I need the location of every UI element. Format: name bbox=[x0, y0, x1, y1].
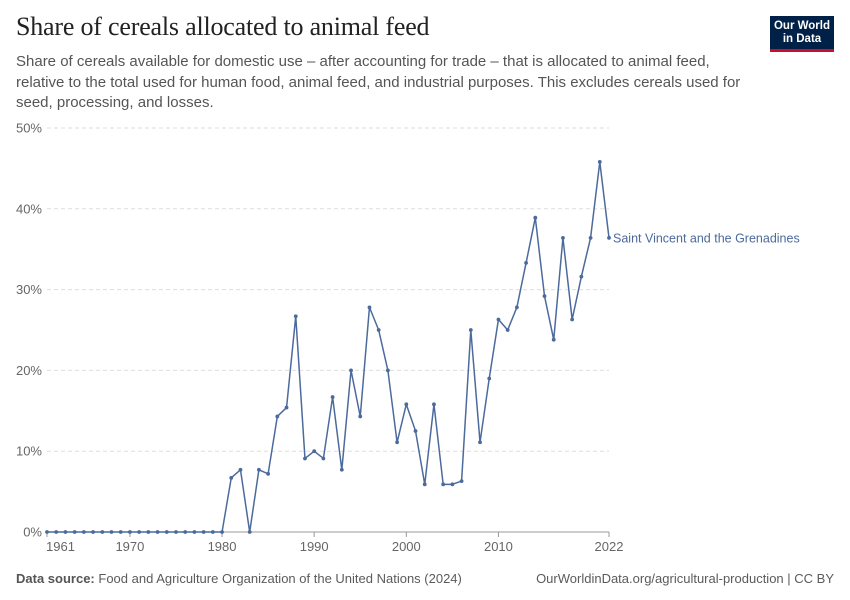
data-point bbox=[174, 530, 178, 534]
x-tick-label: 1961 bbox=[46, 539, 75, 554]
data-point bbox=[588, 235, 593, 240]
data-point bbox=[561, 235, 565, 240]
series-layer bbox=[45, 160, 611, 534]
data-point bbox=[367, 305, 372, 310]
data-point bbox=[257, 467, 261, 472]
data-point bbox=[478, 440, 482, 445]
data-point bbox=[118, 530, 123, 534]
data-point bbox=[459, 479, 464, 483]
data-point bbox=[303, 456, 307, 461]
data-point bbox=[597, 160, 602, 164]
y-tick-label: 0% bbox=[23, 525, 42, 540]
data-point bbox=[432, 402, 436, 407]
data-point bbox=[183, 530, 188, 534]
x-tick-label: 1980 bbox=[208, 539, 237, 554]
logo-line-2: in Data bbox=[782, 33, 822, 45]
grid-lines: 0% 10% 20% 30% 40% 50% bbox=[16, 121, 609, 540]
data-point bbox=[192, 530, 197, 534]
data-point bbox=[607, 235, 611, 240]
data-point bbox=[395, 440, 399, 445]
data-point bbox=[247, 530, 252, 534]
data-point bbox=[210, 530, 215, 534]
data-source: Data source: Food and Agriculture Organi… bbox=[16, 571, 462, 586]
data-point bbox=[164, 530, 169, 534]
data-point bbox=[524, 261, 528, 265]
data-point bbox=[266, 471, 271, 476]
y-tick-label: 30% bbox=[16, 282, 42, 297]
data-point bbox=[137, 530, 142, 534]
data-point bbox=[128, 530, 132, 534]
data-point bbox=[220, 530, 224, 534]
data-point bbox=[533, 215, 538, 220]
data-point bbox=[468, 328, 473, 332]
data-point bbox=[100, 530, 105, 534]
data-point bbox=[542, 294, 547, 298]
data-point bbox=[81, 530, 86, 534]
data-point bbox=[275, 414, 280, 419]
data-point bbox=[570, 317, 575, 322]
data-point bbox=[358, 414, 363, 419]
data-point bbox=[330, 395, 335, 399]
x-tick-label: 2022 bbox=[595, 539, 624, 554]
y-tick-label: 50% bbox=[16, 121, 42, 136]
data-point bbox=[376, 328, 381, 332]
data-point bbox=[413, 429, 418, 433]
data-point bbox=[45, 530, 49, 534]
x-tick-label: 2000 bbox=[392, 539, 421, 554]
data-point bbox=[109, 530, 114, 534]
data-point bbox=[63, 530, 68, 534]
data-source-label: Data source: bbox=[16, 571, 95, 586]
data-point bbox=[146, 530, 151, 534]
data-point bbox=[284, 405, 289, 410]
chart-title: Share of cereals allocated to animal fee… bbox=[16, 12, 430, 41]
data-point bbox=[505, 328, 510, 332]
data-point bbox=[349, 368, 353, 373]
data-source-text: Food and Agriculture Organization of the… bbox=[98, 571, 462, 586]
data-point bbox=[496, 317, 501, 322]
x-tick-label: 1970 bbox=[115, 539, 144, 554]
x-tick-label: 1990 bbox=[300, 539, 329, 554]
data-point bbox=[514, 305, 519, 310]
logo-line-1: Our World bbox=[773, 20, 830, 32]
y-tick-label: 40% bbox=[16, 201, 42, 216]
data-point bbox=[54, 530, 59, 534]
data-point bbox=[201, 530, 206, 534]
data-point bbox=[579, 274, 584, 279]
y-tick-label: 10% bbox=[16, 444, 42, 459]
y-tick-label: 20% bbox=[16, 363, 42, 378]
series-line bbox=[47, 161, 610, 533]
data-point bbox=[238, 467, 243, 472]
data-point bbox=[441, 482, 446, 487]
data-point bbox=[422, 482, 427, 487]
series-label: Saint Vincent and the Grenadines bbox=[613, 231, 800, 245]
data-point bbox=[339, 467, 344, 472]
data-point bbox=[404, 402, 409, 407]
chart-subtitle: Share of cereals available for domestic … bbox=[16, 53, 741, 111]
data-point bbox=[91, 530, 95, 534]
x-axis: 1961 1970 1980 1990 2000 2010 2022 bbox=[46, 531, 624, 554]
x-tick-label: 2010 bbox=[484, 539, 513, 554]
data-point bbox=[72, 530, 77, 534]
data-point bbox=[551, 337, 556, 342]
data-point bbox=[229, 475, 234, 480]
data-point bbox=[312, 449, 317, 454]
data-point bbox=[293, 314, 298, 319]
data-point bbox=[385, 368, 390, 373]
owid-logo[interactable]: Our World in Data bbox=[770, 16, 834, 52]
label-layer: Saint Vincent and the Grenadines bbox=[613, 231, 800, 245]
source-url-link[interactable]: OurWorldinData.org/agricultural-producti… bbox=[536, 571, 834, 586]
data-point bbox=[487, 376, 492, 381]
data-point bbox=[321, 456, 326, 461]
data-point bbox=[450, 482, 455, 487]
data-point bbox=[155, 530, 160, 534]
